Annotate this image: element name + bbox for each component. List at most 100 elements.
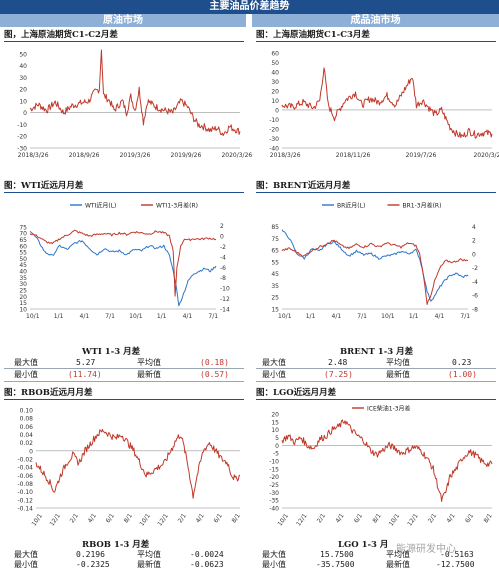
x-tick-label: 10/1 [278,313,292,320]
y-tick-label: 10 [19,98,27,105]
x-tick-label: 4/1 [80,313,90,320]
y-tick-label: 0 [275,443,279,450]
y-tick-label: 0.10 [20,408,34,415]
chart-title-c5: 图：RBOB近远月月差 [4,388,93,398]
y-tick-label: 40 [19,63,27,70]
x-tick-label: 2/1 [69,512,80,524]
refined-oil-section-header: 成品油市场 [252,14,499,27]
y-tick-label: 0 [275,107,279,114]
y-tick-label: 75 [19,224,27,231]
y-tick-label: 35 [19,275,27,282]
y-tick-label: 50 [271,60,279,67]
y-tick-label: 65 [19,237,27,244]
lgo-max-value: 15.7500 [320,550,354,559]
x-tick-label: 2020/3/26 [221,152,252,159]
y-tick-label: 20 [19,294,27,301]
y-tick-label: 0.08 [20,416,34,423]
y-tick-label: -25 [269,482,279,489]
y-tick-label: 35 [271,283,279,290]
y-tick-label: 20 [271,412,279,419]
y-tick-label: -30 [269,136,279,143]
y-tick-label-right: -10 [220,286,230,293]
y-tick-label: 25 [271,295,279,302]
x-tick-label: 8/1 [231,512,242,524]
series-line [281,229,469,302]
y-tick-label-right: 2 [220,223,224,230]
y-tick-label: 0 [29,448,33,455]
y-tick-label-right: -2 [472,265,478,272]
y-tick-label: -0.12 [17,497,33,504]
watermark-text: 能源研发中心 [396,544,456,555]
y-tick-label: -0.08 [17,481,33,488]
lgo-min-value: -35.7500 [316,560,355,569]
x-tick-label: 6/1 [353,512,364,524]
series-line [35,428,241,499]
x-tick-label: 1/1 [409,313,419,320]
x-tick-label: 6/1 [213,512,224,524]
y-tick-label: 15 [271,307,279,314]
crude-oil-section-header: 原油市场 [0,14,246,27]
y-tick-label: -0.14 [17,506,33,513]
brent-min-label: 最小值 [262,370,286,379]
y-tick-label: 10 [19,307,27,314]
y-tick-label: 10 [271,427,279,434]
y-tick-label: -0.10 [17,489,33,496]
brent-max-label: 最大值 [262,358,286,367]
rbob-avg-value: -0.0024 [190,550,224,559]
x-tick-label: 7/1 [208,313,218,320]
lgo-avg-label: 平均值 [386,550,410,559]
series-line [29,49,241,137]
x-tick-label: 10/1 [277,512,291,527]
y-tick-label-right: -8 [220,275,226,282]
chart-c5: 0.100.080.060.040.020 -0.02-0.04-0.06-0.0… [17,408,242,528]
y-tick-label-right: -4 [472,279,478,286]
lgo-max-label: 最大值 [262,550,286,559]
y-tick-label: 0.04 [20,432,34,439]
x-tick-label: 12/1 [156,512,170,527]
x-tick-label: 4/1 [195,512,206,524]
rbob-avg-label: 平均值 [137,550,161,559]
chart-title-underline [256,399,496,400]
y-tick-label: 0 [23,110,27,117]
y-tick-label-right: -8 [472,307,478,314]
legend-label: BR近月(L) [337,202,365,210]
y-tick-label: 40 [19,269,27,276]
x-tick-label: 2/1 [427,512,438,524]
y-tick-label: 55 [19,250,27,257]
legend-label: WTI近月(L) [85,202,116,210]
x-tick-label: 12/1 [295,512,309,527]
wti-max-label: 最大值 [14,358,38,367]
y-tick-label-right: 0 [220,234,224,241]
y-tick-label: 50 [19,51,27,58]
x-tick-label: 10/1 [26,313,40,320]
x-tick-label: 4/1 [87,512,98,524]
y-tick-label: 20 [19,87,27,94]
lgo-avg-value: -0.5163 [440,550,474,559]
x-tick-label: 10/1 [31,512,45,527]
lgo-min-label: 最小值 [262,560,286,569]
legend-label: BR1-3月差(R) [403,202,442,210]
x-tick-label: 7/1 [460,313,470,320]
stats-separator [256,381,496,382]
y-tick-label-right: -14 [220,307,230,314]
y-tick-label: -20 [17,134,27,141]
y-tick-label-right: -12 [220,296,230,303]
chart-title-underline [4,192,244,193]
wti-min-value: (11.74) [68,370,102,379]
rbob-max-value: 0.2196 [76,550,105,559]
x-tick-label: 4/1 [435,313,445,320]
y-tick-label: 15 [19,300,27,307]
series-line [281,419,493,502]
wti-avg-value: (0.18) [200,358,229,367]
x-tick-label: 10/1 [381,313,395,320]
y-tick-label-right: -4 [220,254,226,261]
y-tick-label: -40 [269,146,279,153]
chart-title-underline [256,41,496,42]
chart-title-c4: 图：BRENT近远月月差 [256,181,351,191]
stats-separator [4,368,244,369]
x-tick-label: 2/1 [316,512,327,524]
y-tick-label-right: 2 [472,238,476,245]
y-tick-label: 75 [271,236,279,243]
wti-stats-title: WTI 1-3 月差 [82,347,141,357]
x-tick-label: 4/1 [445,512,456,524]
